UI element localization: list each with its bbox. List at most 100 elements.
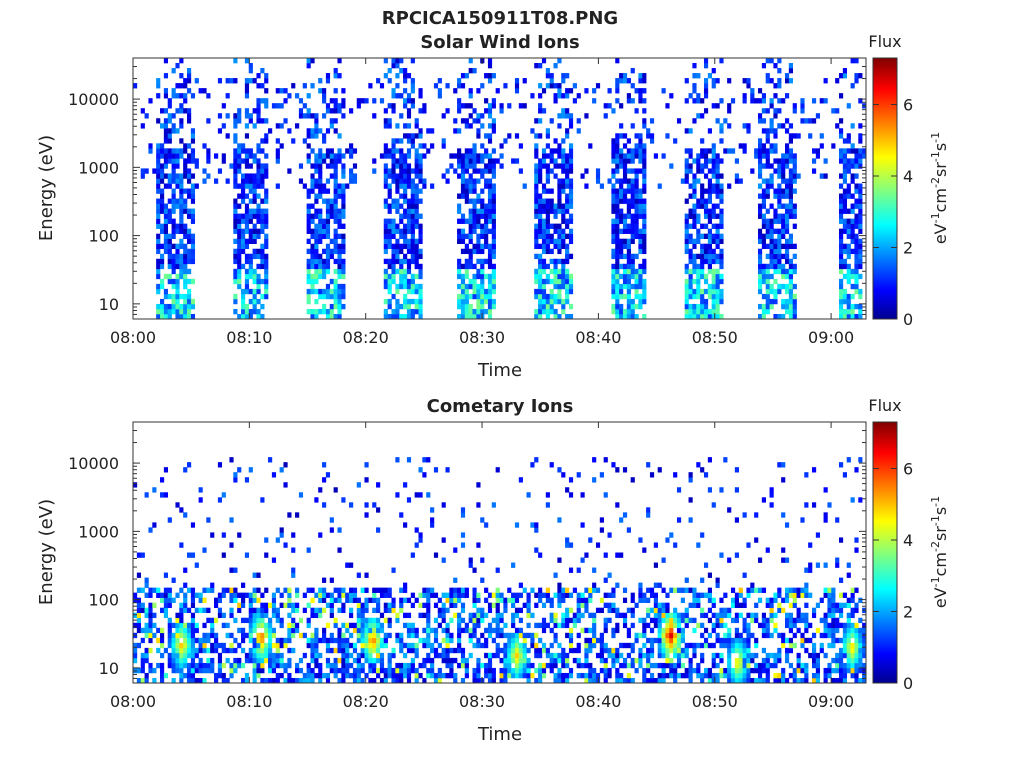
heatmap-cell (577, 643, 581, 648)
heatmap-cell (249, 623, 253, 628)
heatmap-cell (183, 229, 187, 234)
heatmap-cell (611, 209, 615, 214)
heatmap-cell (515, 668, 519, 673)
heatmap-cell (168, 279, 172, 284)
heatmap-cell (141, 653, 145, 658)
heatmap-cell (187, 153, 191, 158)
heatmap-cell (793, 173, 797, 178)
heatmap-cell (839, 153, 843, 158)
heatmap-cell (762, 224, 766, 229)
heatmap-cell (179, 633, 183, 638)
heatmap-cell (781, 123, 785, 128)
heatmap-cell (430, 643, 434, 648)
heatmap-cell (291, 633, 295, 638)
heatmap-cell (847, 158, 851, 163)
heatmap-cell (241, 194, 245, 199)
heatmap-cell (179, 178, 183, 183)
heatmap-cell (800, 98, 804, 103)
heatmap-cell (183, 234, 187, 239)
heatmap-cell (322, 158, 326, 163)
heatmap-cell (654, 663, 658, 668)
heatmap-cell (183, 568, 187, 573)
heatmap-cell (692, 173, 696, 178)
heatmap-cell (233, 274, 237, 279)
heatmap-cell (689, 279, 693, 284)
heatmap-cell (770, 148, 774, 153)
heatmap-cell (168, 133, 172, 138)
heatmap-cell (472, 153, 476, 158)
heatmap-cell (372, 663, 376, 668)
heatmap-cell (488, 214, 492, 219)
heatmap-cell (457, 269, 461, 274)
heatmap-cell (546, 663, 550, 668)
heatmap-cell (256, 284, 260, 289)
heatmap-cell (307, 194, 311, 199)
heatmap-cell (623, 598, 627, 603)
heatmap-cell (391, 219, 395, 224)
heatmap-cell (260, 219, 264, 224)
heatmap-cell (376, 643, 380, 648)
heatmap-cell (237, 148, 241, 153)
heatmap-cell (608, 88, 612, 93)
heatmap-cell (237, 229, 241, 234)
heatmap-cell (523, 663, 527, 668)
heatmap-cell (407, 299, 411, 304)
heatmap-cell (716, 78, 720, 83)
heatmap-cell (611, 204, 615, 209)
heatmap-cell (430, 143, 434, 148)
heatmap-cell (854, 219, 858, 224)
heatmap-cell (581, 173, 585, 178)
heatmap-cell (789, 274, 793, 279)
heatmap-cell (507, 638, 511, 643)
heatmap-cell (839, 259, 843, 264)
heatmap-cell (179, 623, 183, 628)
heatmap-cell (484, 643, 488, 648)
heatmap-cell (179, 608, 183, 613)
heatmap-cell (152, 522, 156, 527)
heatmap-cell (418, 224, 422, 229)
heatmap-cell (187, 189, 191, 194)
heatmap-cell (469, 618, 473, 623)
heatmap-cell (476, 199, 480, 204)
heatmap-cell (565, 588, 569, 593)
heatmap-cell (256, 643, 260, 648)
heatmap-cell (260, 497, 264, 502)
heatmap-cell (569, 143, 573, 148)
heatmap-cell (341, 153, 345, 158)
heatmap-cell (295, 623, 299, 628)
heatmap-cell (364, 598, 368, 603)
heatmap-cell (191, 648, 195, 653)
heatmap-cell (530, 128, 534, 133)
heatmap-cell (642, 204, 646, 209)
heatmap-cell (542, 204, 546, 209)
heatmap-cell (449, 633, 453, 638)
heatmap-cell (422, 593, 426, 598)
heatmap-cell (515, 598, 519, 603)
heatmap-cell (557, 143, 561, 148)
heatmap-cell (615, 264, 619, 269)
heatmap-cell (615, 204, 619, 209)
heatmap-cell (264, 648, 268, 653)
heatmap-cell (472, 613, 476, 618)
heatmap-cell (183, 653, 187, 658)
heatmap-cell (854, 58, 858, 63)
heatmap-cell (719, 289, 723, 294)
heatmap-cell (191, 663, 195, 668)
heatmap-cell (245, 279, 249, 284)
heatmap-cell (662, 643, 666, 648)
heatmap-cell (199, 593, 203, 598)
heatmap-cell (839, 269, 843, 274)
heatmap-cell (372, 593, 376, 598)
heatmap-cell (708, 239, 712, 244)
heatmap-cell (403, 583, 407, 588)
heatmap-cell (569, 638, 573, 643)
heatmap-cell (507, 643, 511, 648)
heatmap-cell (229, 517, 233, 522)
heatmap-cell (179, 219, 183, 224)
heatmap-cell (635, 224, 639, 229)
heatmap-cell (422, 108, 426, 113)
heatmap-cell (692, 73, 696, 78)
heatmap-cell (488, 254, 492, 259)
heatmap-cell (349, 653, 353, 658)
